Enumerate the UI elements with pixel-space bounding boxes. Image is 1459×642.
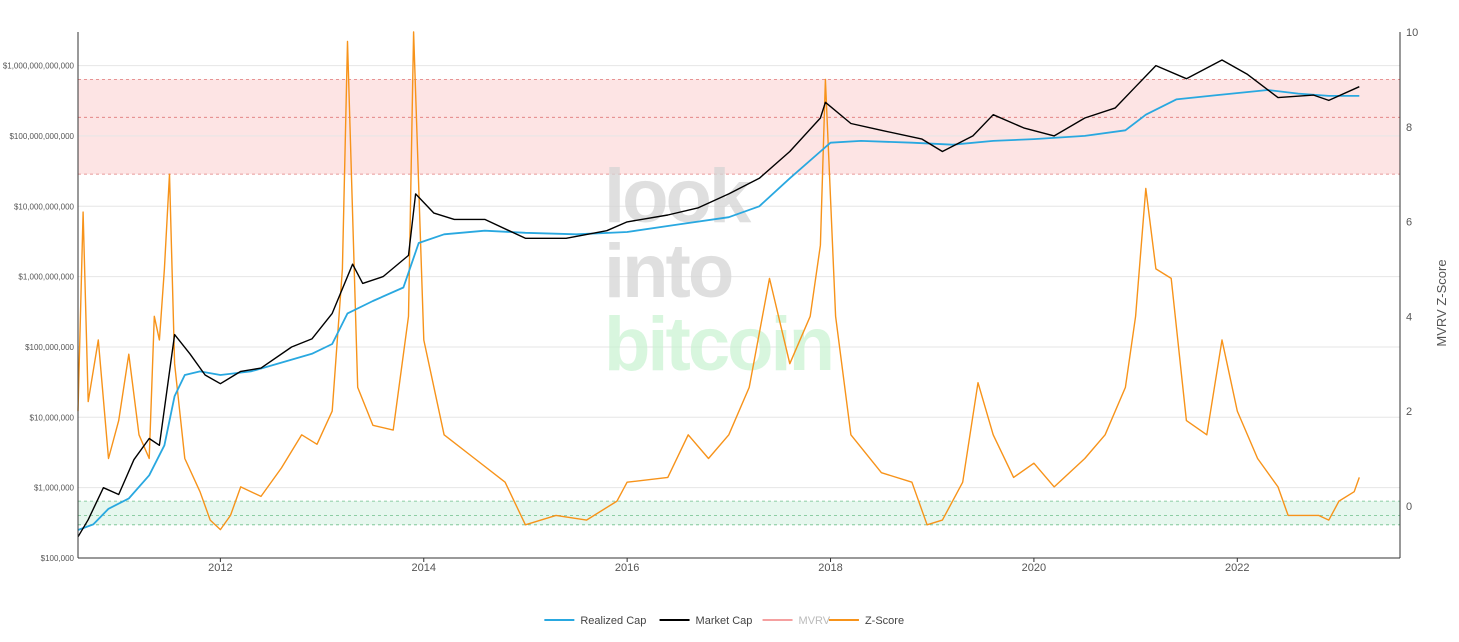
y-axis-left-ticks: $100,000 $1,000,000 $10,000,000 $100,000,00…	[3, 62, 75, 563]
y-axis-right-label: MVRV Z-Score	[1434, 259, 1449, 346]
legend-label: MVRV	[799, 615, 831, 627]
y-tick-label: $1,000,000	[34, 484, 75, 493]
watermark-word-3: bitcoin	[604, 302, 832, 387]
series-line-market-cap	[77, 59, 1360, 538]
legend-item-realized-cap: Realized Cap	[544, 615, 646, 627]
y2-tick-label: 2	[1406, 406, 1412, 418]
watermark-word-2: into	[604, 229, 732, 314]
axes	[77, 32, 1401, 559]
legend-item-market-cap: Market Cap	[659, 615, 753, 627]
x-tick-label: 2012	[208, 562, 232, 574]
y-axis-right-ticks: 0 2 4 6 8 10	[1406, 27, 1418, 513]
watermark-logo: look into bitcoin	[604, 154, 835, 387]
y2-tick-label: 10	[1406, 27, 1418, 39]
x-tick-label: 2018	[818, 562, 842, 574]
band-overvalued	[78, 79, 1400, 175]
band-undervalued	[78, 501, 1400, 525]
y-tick-label: $100,000,000,000	[9, 132, 74, 141]
legend-label: Z-Score	[865, 615, 904, 627]
x-axis-ticks: 2012 2014 2016 2018 2020 2022	[208, 558, 1250, 574]
y2-tick-label: 4	[1406, 311, 1412, 323]
y2-tick-label: 8	[1406, 122, 1412, 134]
series-line-realized-cap	[77, 89, 1360, 531]
y-tick-label: $1,000,000,000	[18, 273, 74, 282]
legend-item-z-score: Z-Score	[828, 615, 904, 627]
y-tick-label: $100,000,000	[25, 343, 74, 352]
legend-label: Market Cap	[696, 615, 753, 627]
y2-tick-label: 6	[1406, 217, 1412, 229]
legend-item-mvrv: MVRV	[762, 615, 831, 627]
zone-bands	[78, 78, 1400, 526]
x-tick-label: 2022	[1225, 562, 1249, 574]
y-tick-label: $10,000,000	[30, 413, 75, 422]
legend: Realized Cap Market Cap MVRV Z-Score	[544, 615, 904, 627]
y-tick-label: $1,000,000,000,000	[3, 62, 75, 71]
x-tick-label: 2014	[412, 562, 436, 574]
series-lines	[77, 31, 1360, 538]
legend-label: Realized Cap	[580, 615, 646, 627]
series-line-z-score	[77, 31, 1360, 531]
watermark-word-1: look	[604, 154, 752, 239]
x-tick-label: 2020	[1022, 562, 1046, 574]
y-tick-label: $100,000	[41, 554, 75, 563]
y-tick-label: $10,000,000,000	[14, 202, 75, 211]
gridlines	[78, 65, 1400, 559]
x-tick-label: 2016	[615, 562, 639, 574]
y2-tick-label: 0	[1406, 501, 1412, 513]
